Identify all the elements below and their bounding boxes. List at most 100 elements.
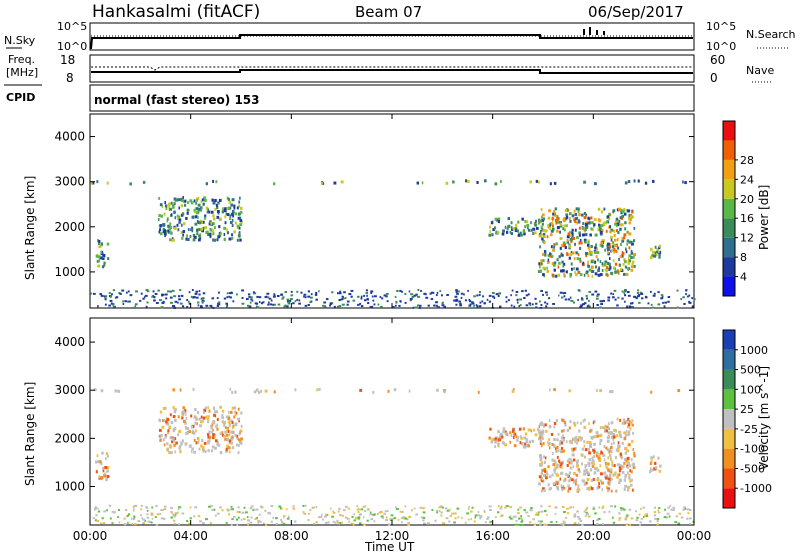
data-cell [577,484,580,488]
data-cell [569,466,573,470]
data-cell [112,511,116,514]
data-cell [625,523,629,526]
data-cell [199,424,202,428]
data-cell [645,295,647,298]
data-cell [601,300,603,303]
data-cell [372,513,376,516]
data-cell [308,512,310,515]
data-cell [630,268,634,272]
freq-unit-label: [MHz] [6,66,38,79]
data-cell [584,455,587,459]
data-cell [667,300,670,303]
data-cell [619,454,623,458]
data-cell [537,511,540,514]
data-cell [596,303,599,306]
noise-spikes [583,27,605,35]
data-cell [520,233,523,237]
data-cell [461,516,463,519]
data-cell [607,481,610,485]
data-cell [558,261,561,265]
data-cell [534,297,537,300]
data-cell [620,267,623,271]
data-cell [436,291,439,294]
data-cell [598,434,602,438]
data-cell [140,504,143,507]
data-cell [568,256,572,260]
data-cell [442,301,444,304]
data-cell [103,263,106,267]
data-cell [227,410,230,414]
data-cell [596,295,599,298]
data-cell [173,295,177,298]
data-cell [224,207,227,211]
data-cell [587,241,590,245]
data-cell [228,433,231,437]
data-cell [315,298,318,301]
data-cell [568,244,571,248]
data-cell [574,437,577,441]
data-cell [207,432,210,436]
data-cell [551,262,554,266]
data-cell [123,523,127,526]
data-cell [654,466,658,470]
data-cell [630,421,633,425]
data-cell [551,442,554,446]
data-cell [540,234,543,238]
data-cell [642,506,646,509]
data-cell [239,441,243,445]
data-cell [595,297,599,300]
data-cell [312,506,315,509]
data-cell [172,205,175,209]
data-cell [638,293,641,296]
data-cell [571,453,575,457]
data-cell [557,432,560,436]
data-cell [383,294,387,297]
data-cell [264,509,267,512]
data-cell [233,515,236,518]
data-cell [617,207,621,211]
data-cell [95,514,98,517]
colorbar-tick-label: 25 [740,403,754,416]
data-cell [129,294,133,297]
data-cell [272,182,276,186]
data-cell [656,517,660,520]
data-cell [557,273,561,277]
data-cell [400,521,403,524]
data-cell [587,304,590,307]
data-cell [422,507,425,510]
power-cells [90,179,696,309]
data-cell [521,442,524,446]
data-cell [596,251,600,255]
data-cell [573,472,576,476]
data-cell [514,229,518,233]
data-cell [515,435,518,439]
data-cell [184,412,187,416]
data-cell [682,180,684,184]
data-cell [608,450,611,454]
data-cell [562,241,566,245]
data-cell [586,243,590,247]
data-cell [272,303,275,306]
data-cell [236,238,239,242]
noise-panel: N.Sky 10^5 10^0 10^5 10^0 N.Search [4,20,796,53]
data-cell [684,507,687,510]
data-cell [596,476,600,480]
data-cell [218,225,221,229]
data-cell [307,290,310,293]
data-cell [563,224,567,228]
data-cell [613,428,616,432]
data-cell [612,473,615,477]
data-cell [583,510,586,513]
data-cell [570,478,574,482]
data-cell [623,258,626,262]
data-cell [238,443,240,447]
data-cell [492,228,495,232]
data-cell [622,262,625,266]
data-cell [97,255,101,259]
data-cell [107,257,110,261]
data-cell [633,226,636,230]
data-cell [514,523,517,526]
data-cell [593,419,596,423]
data-cell [198,417,201,421]
data-cell [619,435,623,439]
